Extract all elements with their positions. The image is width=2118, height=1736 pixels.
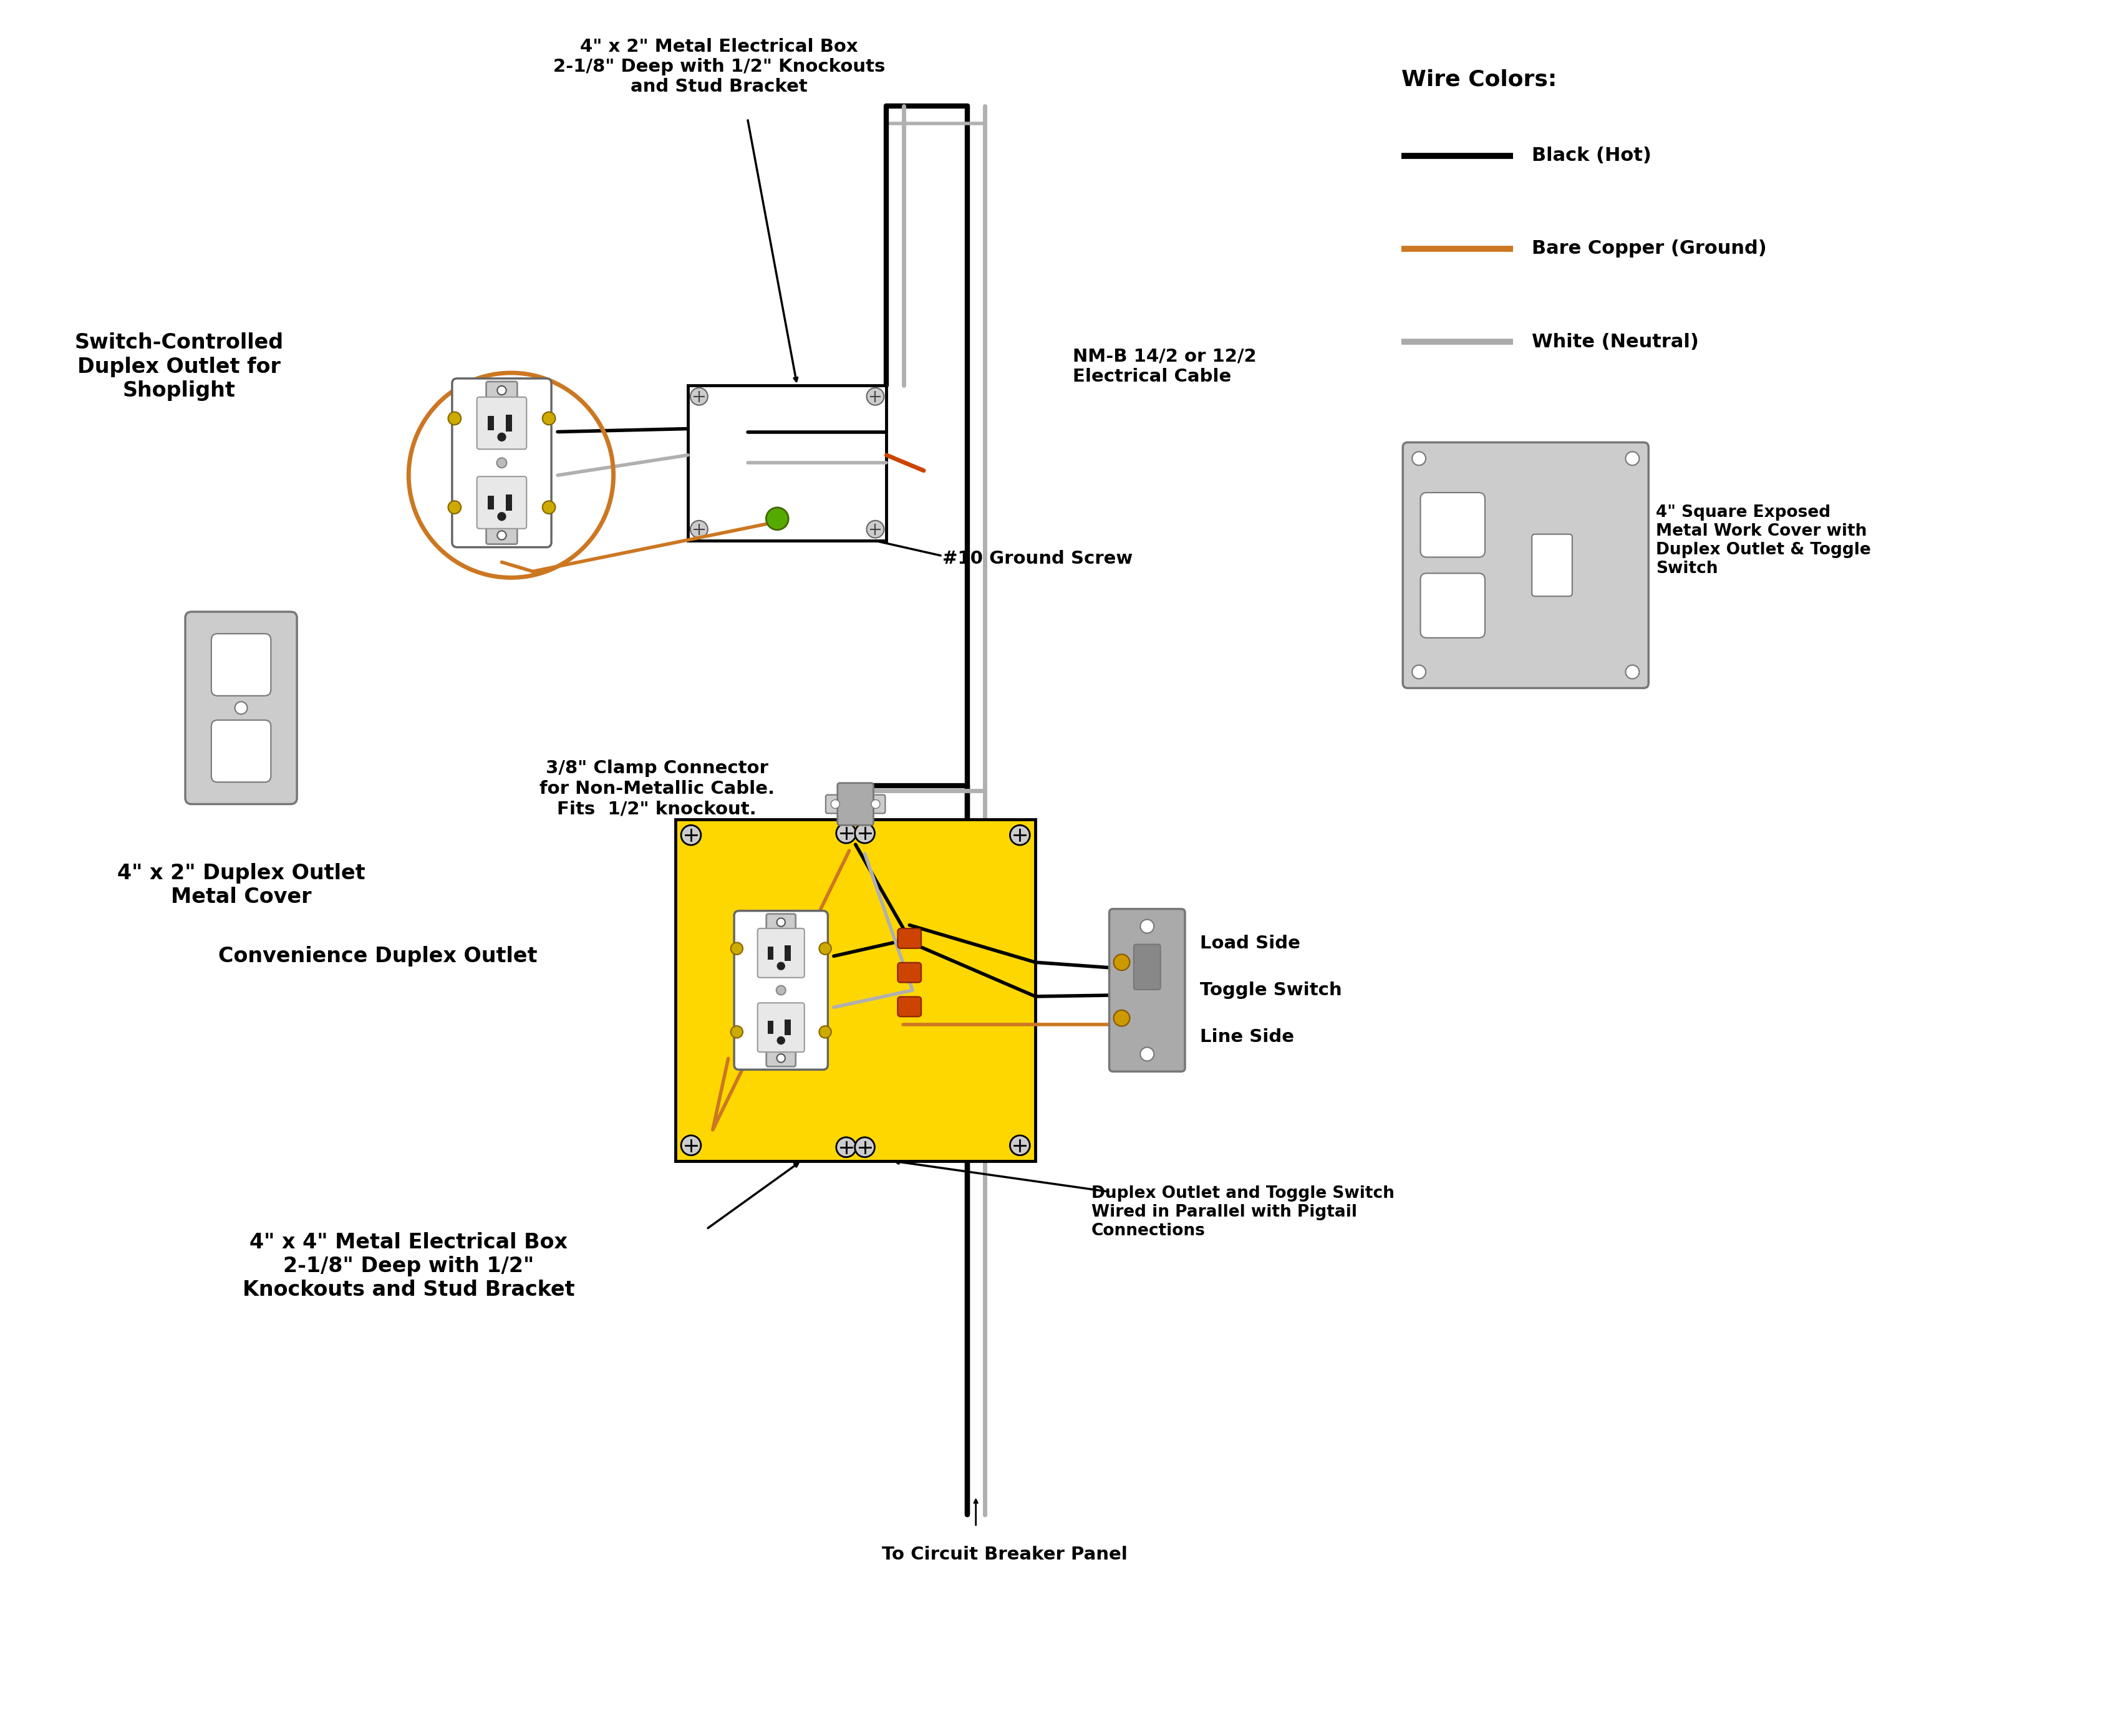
Bar [487,417,493,431]
Text: 4" x 2" Metal Electrical Box
2-1/8" Deep with 1/2" Knockouts
and Stud Bracket: 4" x 2" Metal Electrical Box 2-1/8" Deep… [553,38,885,95]
FancyBboxPatch shape [837,783,873,825]
Circle shape [820,1026,830,1038]
FancyBboxPatch shape [898,963,921,983]
FancyBboxPatch shape [758,1003,805,1052]
Bar [688,385,887,540]
Circle shape [498,385,506,394]
Circle shape [1413,665,1425,679]
Bar [676,819,1036,1161]
FancyBboxPatch shape [735,911,828,1069]
Circle shape [1139,920,1154,934]
Circle shape [777,962,786,970]
Circle shape [542,411,555,425]
Text: Black (Hot): Black (Hot) [1531,146,1652,165]
Circle shape [682,825,701,845]
Text: Wire Colors:: Wire Colors: [1402,69,1557,90]
Bar [506,495,513,510]
FancyBboxPatch shape [767,1050,796,1066]
FancyBboxPatch shape [826,795,845,814]
Circle shape [1010,1135,1029,1154]
Bar [487,495,493,509]
FancyBboxPatch shape [1421,573,1485,637]
Circle shape [1139,1047,1154,1061]
Text: Switch-Controlled
Duplex Outlet for
Shoplight: Switch-Controlled Duplex Outlet for Shop… [74,333,284,401]
Circle shape [1413,451,1425,465]
Bar [769,1021,773,1035]
Circle shape [498,512,506,521]
Circle shape [498,432,506,441]
Circle shape [820,943,830,955]
FancyBboxPatch shape [1531,535,1572,595]
Text: Convenience Duplex Outlet: Convenience Duplex Outlet [218,946,538,967]
Circle shape [777,918,786,927]
Circle shape [830,800,839,809]
Circle shape [777,986,786,995]
Circle shape [1627,451,1639,465]
Circle shape [682,1135,701,1154]
FancyBboxPatch shape [212,634,271,696]
Text: Load Side: Load Side [1201,936,1300,953]
FancyBboxPatch shape [1133,944,1161,990]
Text: 4" x 4" Metal Electrical Box
2-1/8" Deep with 1/2"
Knockouts and Stud Bracket: 4" x 4" Metal Electrical Box 2-1/8" Deep… [244,1233,574,1300]
Text: Line Side: Line Side [1201,1028,1294,1045]
Circle shape [498,458,506,467]
Circle shape [1627,665,1639,679]
Circle shape [870,800,879,809]
Circle shape [731,943,743,955]
FancyBboxPatch shape [1110,910,1184,1071]
FancyBboxPatch shape [451,378,551,547]
FancyBboxPatch shape [1421,493,1485,557]
Circle shape [1114,1010,1129,1026]
Circle shape [856,823,875,844]
Text: 3/8" Clamp Connector
for Non-Metallic Cable.
Fits  1/2" knockout.: 3/8" Clamp Connector for Non-Metallic Ca… [540,760,775,818]
FancyBboxPatch shape [767,913,796,930]
FancyBboxPatch shape [184,611,297,804]
Bar [506,415,513,432]
FancyBboxPatch shape [477,476,527,529]
Text: NM-B 14/2 or 12/2
Electrical Cable: NM-B 14/2 or 12/2 Electrical Cable [1072,347,1256,385]
Circle shape [731,1026,743,1038]
Text: White (Neutral): White (Neutral) [1531,333,1699,351]
Bar [784,1019,790,1035]
Bar [784,944,790,960]
FancyBboxPatch shape [898,996,921,1017]
Text: Toggle Switch: Toggle Switch [1201,981,1343,998]
FancyBboxPatch shape [487,382,517,399]
Circle shape [1010,825,1029,845]
Circle shape [235,701,248,713]
FancyBboxPatch shape [487,526,517,543]
Circle shape [498,531,506,540]
Text: #10 Ground Screw: #10 Ground Screw [943,550,1133,568]
Circle shape [767,507,788,529]
Circle shape [866,387,883,404]
Circle shape [837,823,856,844]
Circle shape [449,411,462,425]
Text: 4" Square Exposed
Metal Work Cover with
Duplex Outlet & Toggle
Switch: 4" Square Exposed Metal Work Cover with … [1656,503,1870,576]
Circle shape [690,521,707,538]
Text: To Circuit Breaker Panel: To Circuit Breaker Panel [881,1545,1127,1562]
Text: 4" x 2" Duplex Outlet
Metal Cover: 4" x 2" Duplex Outlet Metal Cover [116,863,364,908]
FancyBboxPatch shape [898,929,921,948]
Circle shape [1114,955,1129,970]
Circle shape [837,1137,856,1158]
Bar [769,946,773,960]
FancyBboxPatch shape [477,398,527,450]
FancyBboxPatch shape [212,720,271,783]
Circle shape [866,521,883,538]
Text: Duplex Outlet and Toggle Switch
Wired in Parallel with Pigtail
Connections: Duplex Outlet and Toggle Switch Wired in… [1091,1186,1394,1240]
Circle shape [542,502,555,514]
Circle shape [449,502,462,514]
FancyBboxPatch shape [866,795,885,814]
Circle shape [856,1137,875,1158]
Text: Bare Copper (Ground): Bare Copper (Ground) [1531,240,1766,259]
Circle shape [777,1054,786,1062]
Circle shape [777,1036,786,1045]
FancyBboxPatch shape [758,929,805,977]
Circle shape [690,387,707,404]
FancyBboxPatch shape [1402,443,1648,687]
